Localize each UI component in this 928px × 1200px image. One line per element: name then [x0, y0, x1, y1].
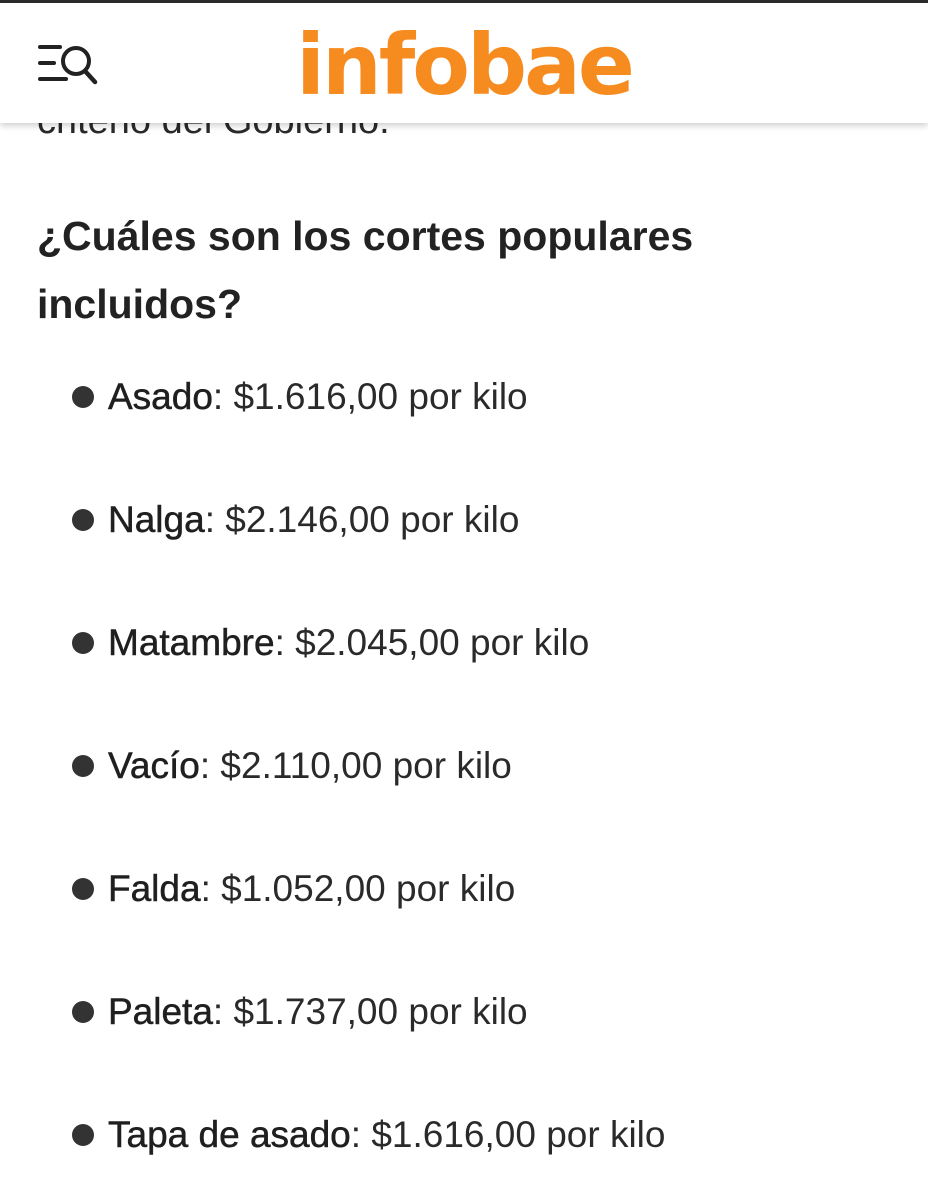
cuts-list: Asado: $1.616,00 por kilo Nalga: $2.146,…	[0, 366, 665, 1200]
cut-price: : $1.737,00 por kilo	[212, 991, 528, 1032]
cut-name: Nalga	[108, 499, 205, 541]
cut-price: : $2.146,00 por kilo	[204, 499, 520, 540]
cut-price: : $1.616,00 por kilo	[212, 376, 528, 417]
cut-price: : $2.110,00 por kilo	[199, 745, 512, 786]
infobae-logo[interactable]: infobae	[296, 16, 635, 114]
site-header: infobae	[0, 3, 928, 123]
bullet-icon	[72, 1001, 94, 1023]
list-item: Nalga: $2.146,00 por kilo	[0, 489, 665, 612]
bullet-icon	[72, 1124, 94, 1146]
section-title: ¿Cuáles son los cortes populares incluid…	[37, 213, 694, 327]
list-item: Tapa de asado: $1.616,00 por kilo	[0, 1104, 665, 1200]
cut-price: : $1.616,00 por kilo	[350, 1114, 666, 1155]
cut-name: Asado	[108, 376, 213, 418]
bullet-icon	[72, 632, 94, 654]
list-item: Asado: $1.616,00 por kilo	[0, 366, 665, 489]
list-item: Vacío: $2.110,00 por kilo	[0, 735, 665, 858]
bullet-icon	[72, 386, 94, 408]
menu-search-icon[interactable]	[36, 41, 100, 87]
cut-name: Matambre	[108, 622, 275, 664]
cut-name: Vacío	[108, 745, 200, 787]
list-item: Falda: $1.052,00 por kilo	[0, 858, 665, 981]
list-item: Paleta: $1.737,00 por kilo	[0, 981, 665, 1104]
cut-name: Tapa de asado	[108, 1114, 351, 1156]
cut-name: Falda	[108, 868, 201, 910]
top-border	[0, 0, 928, 3]
cut-price: : $2.045,00 por kilo	[274, 622, 590, 663]
cut-price: : $1.052,00 por kilo	[200, 868, 516, 909]
bullet-icon	[72, 878, 94, 900]
cut-name: Paleta	[108, 991, 213, 1033]
bullet-icon	[72, 755, 94, 777]
bullet-icon	[72, 509, 94, 531]
list-item: Matambre: $2.045,00 por kilo	[0, 612, 665, 735]
